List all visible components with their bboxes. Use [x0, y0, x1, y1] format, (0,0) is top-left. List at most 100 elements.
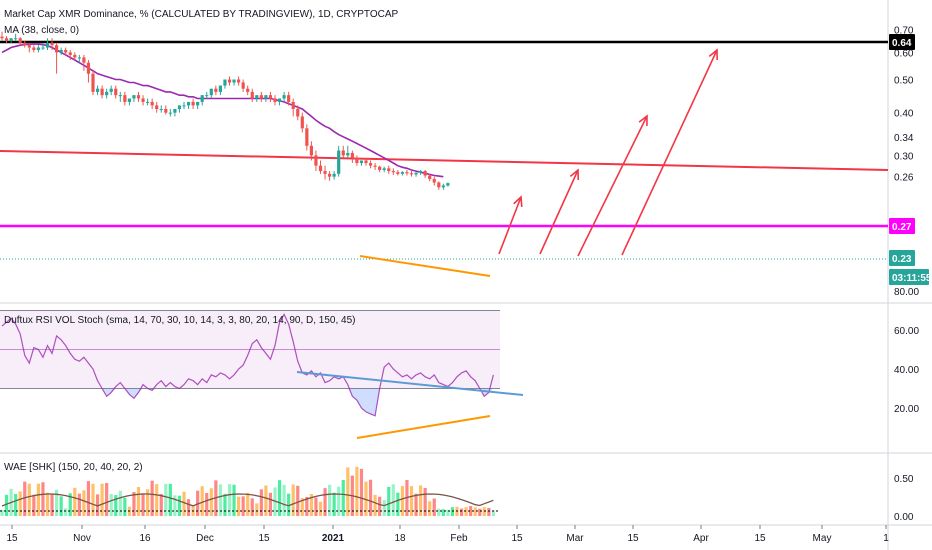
candle-body — [437, 182, 441, 188]
candle-body — [250, 91, 254, 99]
wae-histogram-bar — [14, 494, 18, 516]
rsi-tick-label: 60.00 — [894, 326, 919, 337]
candle-body — [268, 95, 273, 99]
candle-body — [414, 172, 418, 175]
wae-histogram-bar — [314, 497, 318, 516]
wae-histogram-bar — [487, 507, 491, 516]
candle-body — [45, 42, 50, 48]
time-tick-label: May — [813, 533, 832, 544]
wae-histogram-bar — [150, 480, 154, 516]
wae-histogram-bar — [414, 493, 418, 516]
ma-legend: MA (38, close, 0) — [4, 25, 80, 36]
candle-body — [118, 95, 122, 97]
wae-histogram-bar — [409, 486, 414, 516]
wae-histogram-bar — [136, 486, 141, 516]
wae-histogram-bar — [400, 486, 404, 516]
wae-histogram-bar — [4, 494, 9, 516]
wae-tick-label: 0.50 — [894, 474, 914, 485]
candle-body — [73, 54, 77, 58]
rsi-tick-label: 80.00 — [894, 287, 919, 298]
time-tick-label: 15 — [6, 533, 18, 544]
moving-average-line — [1, 43, 444, 178]
wae-histogram-bar — [155, 484, 159, 516]
candle-body — [23, 42, 27, 46]
wae-histogram-bar — [277, 480, 282, 516]
rsi-oversold-fill — [2, 388, 494, 416]
wae-histogram-bar — [291, 484, 295, 516]
candle-body — [114, 88, 118, 96]
candle-body — [359, 160, 364, 164]
wae-histogram-bar — [373, 494, 377, 516]
rsi-line — [1, 313, 494, 417]
candle-body — [419, 171, 423, 173]
wae-histogram-bar — [309, 494, 313, 516]
wae-histogram-bar — [64, 508, 68, 516]
wae-histogram-bar — [209, 488, 213, 516]
time-tick-label: Feb — [450, 533, 468, 544]
candle-body — [346, 152, 350, 156]
rsi-divergence-line — [356, 415, 491, 439]
candle-body — [364, 160, 368, 164]
candle-body — [18, 38, 22, 43]
time-tick-label: 15 — [511, 533, 523, 544]
wae-histogram-bar — [478, 508, 482, 516]
price-label-023: 0.23 — [892, 254, 912, 265]
wae-histogram-bar — [186, 499, 191, 516]
candle-body — [123, 95, 127, 102]
wae-histogram-bar — [346, 467, 350, 516]
time-tick-label: 15 — [627, 533, 639, 544]
wae-histogram-bar — [118, 490, 122, 516]
candle-body — [214, 88, 218, 92]
wae-histogram-bar — [55, 489, 59, 516]
wae-histogram-bar — [36, 483, 40, 516]
candle-body — [95, 88, 100, 92]
candle-body — [282, 95, 286, 99]
wae-histogram-bar — [105, 483, 109, 516]
candle-body — [246, 88, 250, 92]
wae-histogram-bar — [227, 484, 232, 516]
candle-body — [305, 128, 309, 146]
time-tick-label: 2021 — [322, 533, 345, 544]
price-divergence-line — [359, 255, 491, 277]
price-label-023-box — [889, 250, 915, 266]
wae-histogram-bar — [323, 488, 327, 516]
wae-histogram-bar — [282, 484, 286, 516]
projection-arrow-head — [569, 168, 580, 181]
wae-histogram-bar — [109, 493, 113, 516]
wae-histogram-bar — [268, 492, 273, 516]
candle-body — [341, 150, 345, 156]
wae-histogram-bar — [23, 481, 27, 516]
wae-histogram-bar — [437, 508, 441, 516]
wae-histogram-bar — [32, 494, 36, 516]
wae-histogram-bar — [91, 483, 95, 516]
candle-body — [391, 171, 395, 173]
candle-body — [68, 52, 72, 55]
candle-body — [337, 150, 341, 174]
candle-body — [287, 95, 291, 102]
wae-histogram-bar — [205, 493, 209, 516]
candle-body — [186, 101, 191, 106]
wae-histogram-bar — [223, 493, 227, 516]
wae-histogram-bar — [77, 493, 81, 516]
candle-body — [223, 79, 227, 86]
candle-body — [4, 38, 9, 41]
wae-histogram-bar — [191, 504, 195, 516]
price-tick-label: 0.26 — [894, 173, 914, 184]
price-label-064-box — [889, 34, 915, 50]
time-tick-label: Mar — [566, 533, 584, 544]
rsi-tick-label: 40.00 — [894, 365, 919, 376]
wae-histogram-bar — [255, 503, 259, 516]
candle-body — [405, 172, 409, 174]
wae-histogram-bar — [241, 496, 245, 516]
candle-body — [409, 173, 414, 175]
wae-tick-label: 0.00 — [894, 512, 914, 523]
wae-histogram-bar — [100, 483, 104, 516]
wae-histogram-bar — [305, 497, 309, 516]
wae-histogram-bar — [419, 485, 423, 516]
wae-legend: WAE [SHK] (150, 20, 40, 20, 2) — [4, 462, 143, 473]
wae-histogram-bar — [396, 492, 400, 516]
price-tick-label: 0.40 — [894, 109, 914, 120]
candle-body — [14, 38, 18, 40]
rsi-tick-label: 20.00 — [894, 404, 919, 415]
candle-body — [86, 62, 91, 74]
